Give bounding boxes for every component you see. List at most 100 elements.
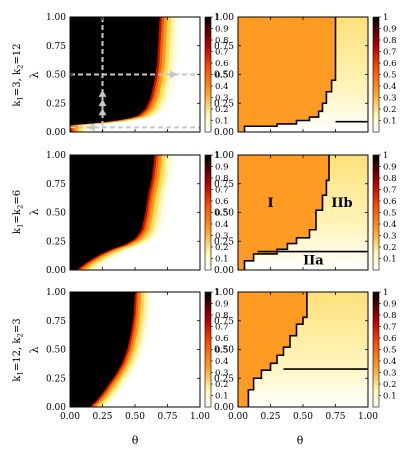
colorbar-tick-label: 0.2 [383, 243, 397, 253]
y-tick-label: 1.00 [214, 288, 234, 298]
x-tick-label: 0.25 [92, 412, 112, 422]
panel-frame [237, 16, 369, 133]
y-tick-label: 0.75 [46, 180, 66, 190]
heatmap-area [70, 292, 200, 407]
y-tick-label: 0.00 [214, 128, 234, 138]
region-label: IIa [303, 253, 324, 268]
panels: 0.000.250.500.751.000.10.20.30.40.50.60.… [46, 13, 397, 422]
y-tick-label: 0.25 [214, 99, 234, 109]
colorbar-tick-label: 0.2 [215, 380, 229, 390]
x-tick-label: 0.50 [125, 412, 145, 422]
region-label: I [267, 196, 273, 211]
colorbar-tick-label: 0.7 [215, 323, 229, 333]
colorbar-tick-label: 0.6 [215, 59, 229, 69]
y-tick-label: 0.00 [214, 403, 234, 413]
colorbar-tick-label: 0.7 [215, 48, 229, 58]
heatmap-band [70, 292, 135, 407]
x-axis-label-right: θ [297, 434, 304, 447]
heatmap-area [70, 155, 200, 270]
colorbar-tick-label: 0.9 [215, 163, 229, 173]
colorbar-tick-label: 0.4 [215, 82, 229, 92]
colorbar-tick-label: 0.5 [215, 346, 229, 356]
colorbar-tick-label: 0.9 [383, 25, 397, 35]
colorbar-tick-label: 0.7 [383, 48, 397, 58]
colorbar-tick-label: 0.5 [215, 71, 229, 81]
y-tick-label: 0.00 [214, 266, 234, 276]
colorbar-tick-label: 0.3 [383, 94, 397, 104]
colorbar-tick-label: 0.8 [383, 36, 397, 46]
y-tick-label: 0.00 [46, 266, 66, 276]
arrow-head-left [86, 123, 95, 132]
y-axis-label-1: λ [28, 71, 41, 78]
y-tick-label: 0.00 [46, 128, 66, 138]
arrow-head-up [98, 89, 107, 97]
x-axis-label-left: θ [132, 434, 139, 447]
colorbar-tick-label: 0.4 [383, 357, 397, 367]
colorbar-tick-label: 1 [215, 13, 220, 23]
boundary-line [243, 17, 337, 132]
colorbar-tick-label: 0.4 [215, 357, 229, 367]
y-tick-label: 0.25 [46, 99, 66, 109]
colorbar-tick-label: 1 [383, 288, 388, 298]
colorbar [204, 154, 212, 271]
y-axis-label-3: λ [28, 346, 41, 353]
colorbar-tick-label: 0.3 [215, 94, 229, 104]
y-tick-label: 0.75 [214, 317, 234, 327]
colorbar-tick-label: 0.9 [383, 163, 397, 173]
colorbar-tick-label: 0.1 [383, 255, 397, 265]
y-tick-label: 1.00 [46, 288, 66, 298]
colorbar-tick-label: 0.5 [215, 209, 229, 219]
colorbar-tick-label: 0.7 [383, 186, 397, 196]
colorbar-tick-label: 0.6 [383, 197, 397, 207]
colorbar-tick-label: 0.4 [215, 220, 229, 230]
colorbar-tick-label: 0.8 [215, 36, 229, 46]
colorbar-tick-label: 0.9 [215, 25, 229, 35]
colorbar-tick-label: 0.1 [383, 117, 397, 127]
panel-row2-left: 0.000.250.500.751.000.10.20.30.40.50.60.… [46, 151, 229, 276]
colorbar-tick-label: 0.8 [383, 174, 397, 184]
heatmap-area [238, 17, 368, 132]
colorbar-tick-label: 0.6 [215, 334, 229, 344]
y-tick-label: 0.50 [214, 71, 234, 81]
y-axis-label-2: λ [28, 208, 41, 215]
colorbar-tick-label: 1 [383, 13, 388, 23]
y-tick-label: 1.00 [214, 151, 234, 161]
panel-row1-right: 0.000.250.500.751.000.10.20.30.40.50.60.… [214, 13, 397, 138]
panel-row2-right: I IIbIIa0.000.250.500.751.000.10.20.30.40… [214, 151, 397, 276]
x-tick-label: 1.00 [358, 412, 378, 422]
panel-frame [69, 154, 201, 271]
boundary-line [247, 292, 308, 407]
colorbar-tick-label: 0.6 [215, 197, 229, 207]
colorbar [372, 154, 380, 271]
colorbar-tick-label: 0.6 [383, 59, 397, 69]
arrow-head-right [170, 70, 178, 79]
heatmap-area [70, 17, 200, 132]
row-label-2: k1=k2=6 [12, 190, 25, 234]
y-tick-label: 0.75 [46, 42, 66, 52]
colorbar-tick-label: 0.1 [215, 392, 229, 402]
arrow-head-up [98, 108, 107, 116]
colorbar [372, 16, 380, 133]
y-tick-label: 0.50 [46, 71, 66, 81]
x-tick-label: 0.75 [157, 412, 177, 422]
y-tick-label: 1.00 [46, 151, 66, 161]
x-tick-label: 1.00 [190, 412, 210, 422]
row-label-3: k1=12, k2=3 [12, 318, 25, 381]
x-tick-label: 0.00 [228, 412, 248, 422]
colorbar-tick-label: 0.3 [215, 369, 229, 379]
colorbar-tick-label: 0.5 [383, 71, 397, 81]
colorbar-tick-label: 0.2 [215, 243, 229, 253]
colorbar-tick-label: 1 [215, 151, 220, 161]
panel-frame [237, 291, 369, 408]
colorbar-tick-label: 0.9 [383, 300, 397, 310]
heatmap-band [70, 155, 155, 270]
x-tick-label: 0.00 [60, 412, 80, 422]
y-tick-label: 0.50 [214, 346, 234, 356]
panel-row3-right: 0.00 0.25 0.50 0.75 1.00 0.00 0.25 0.50 0.75 1.00… [214, 288, 397, 422]
colorbar-tick-label: 0.1 [215, 255, 229, 265]
y-tick-label: 1.00 [214, 13, 234, 23]
x-tick-label: 0.50 [293, 412, 313, 422]
heatmap-area [238, 292, 368, 407]
y-tick-label: 0.75 [214, 180, 234, 190]
